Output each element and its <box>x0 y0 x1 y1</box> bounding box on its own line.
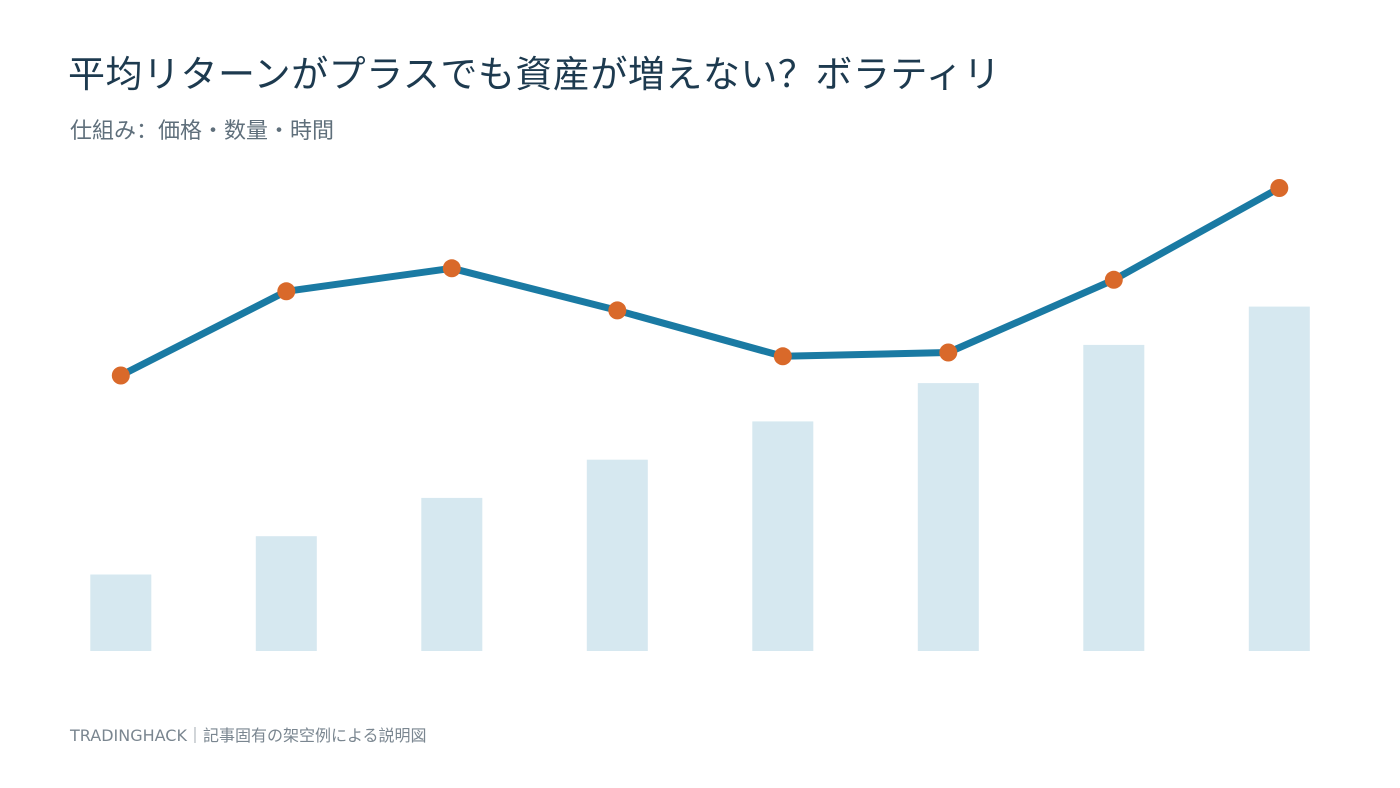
line-point-4 <box>608 301 627 320</box>
line-point-8 <box>1270 179 1289 197</box>
value-line <box>117 184 1283 379</box>
page-title: 平均リターンがプラスでも資産が増えない？ボラティリ <box>68 53 1001 96</box>
line-point-6 <box>939 343 958 362</box>
bars-group <box>90 306 1310 651</box>
line-point-1 <box>111 366 130 385</box>
bar-4 <box>586 459 648 651</box>
line-point-2 <box>277 282 296 301</box>
bar-2 <box>255 536 317 651</box>
bar-7 <box>1083 344 1145 651</box>
source-credit: TRADINGHACK｜記事固有の架空例による説明図 <box>70 726 427 745</box>
bar-3 <box>421 497 483 651</box>
line-point-3 <box>442 259 461 278</box>
line-point-7 <box>1104 270 1123 289</box>
bar-8 <box>1248 306 1310 651</box>
page-subtitle: 仕組み：価格・数量・時間 <box>70 119 335 144</box>
line-point-5 <box>773 347 792 366</box>
bar-6 <box>917 383 979 651</box>
line-group <box>117 184 1283 379</box>
bar-1 <box>90 574 152 651</box>
markers-group <box>111 179 1289 385</box>
bar-5 <box>752 421 814 651</box>
